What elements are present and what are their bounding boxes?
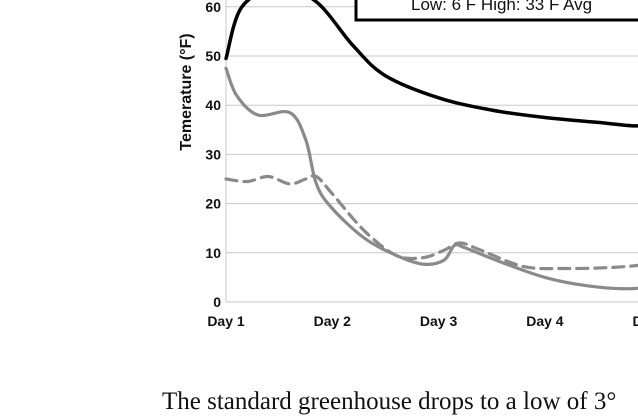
y-tick-label: 40 (205, 97, 221, 113)
series-line-black (224, 0, 638, 128)
legend-box: Low: 6 F High: 33 F Avg (354, 0, 638, 22)
x-tick-label: Day 3 (420, 313, 458, 329)
y-tick-label: 20 (205, 196, 221, 212)
series-line-gray-dashed (224, 174, 638, 271)
x-tick-label: Day 1 (207, 313, 245, 329)
legend-stats-text: Low: 6 F High: 33 F Avg (411, 0, 592, 14)
y-tick-label: 60 (205, 0, 221, 15)
series-line-gray-solid (224, 66, 638, 291)
x-tick-label: Day 2 (314, 313, 352, 329)
caption-text: The standard greenhouse drops to a low o… (162, 388, 617, 415)
y-tick-label: 10 (205, 245, 221, 261)
y-tick-label: 50 (205, 48, 221, 64)
y-axis-label: Temerature (°F) (178, 33, 195, 150)
x-tick-label: Day 4 (526, 313, 564, 329)
y-tick-label: 30 (205, 146, 221, 162)
x-tick-label: Day 5 (633, 313, 638, 329)
y-tick-label: 0 (213, 294, 221, 310)
